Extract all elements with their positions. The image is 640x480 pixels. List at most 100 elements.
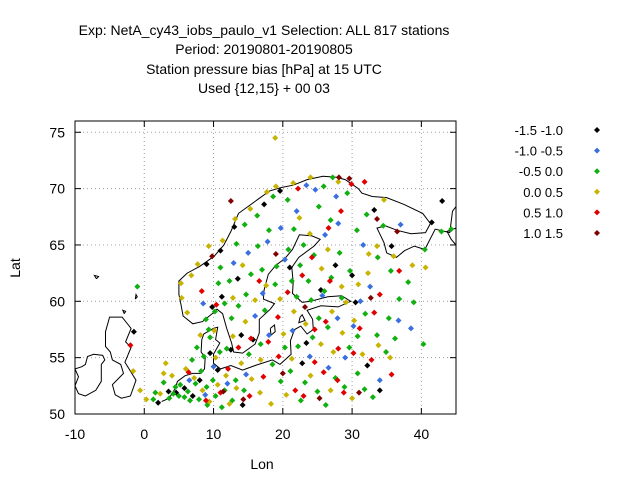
station-point bbox=[329, 308, 336, 315]
station-point bbox=[286, 264, 293, 271]
station-point bbox=[247, 205, 254, 212]
coastline bbox=[121, 309, 127, 314]
station-point bbox=[350, 323, 357, 330]
coastline bbox=[298, 313, 306, 324]
station-point bbox=[352, 299, 359, 306]
station-point bbox=[374, 243, 381, 250]
station-point bbox=[315, 203, 322, 210]
title-line-4: Used {12,15} + 00 03 bbox=[198, 80, 330, 96]
station-point bbox=[160, 379, 167, 386]
station-point bbox=[165, 388, 172, 395]
station-point bbox=[227, 346, 234, 353]
station-point bbox=[234, 275, 241, 282]
station-point bbox=[225, 365, 232, 372]
title-line-1: Exp: NetA_cy43_iobs_paulo_v1 Selection: … bbox=[79, 22, 450, 38]
station-point bbox=[290, 308, 297, 315]
station-point bbox=[238, 332, 245, 339]
station-point bbox=[311, 326, 318, 333]
station-point bbox=[407, 325, 414, 332]
station-point bbox=[355, 281, 362, 288]
station-point bbox=[349, 272, 356, 279]
station-point bbox=[299, 360, 306, 367]
station-point bbox=[209, 377, 216, 384]
station-point bbox=[248, 376, 255, 383]
station-point bbox=[226, 400, 233, 407]
coastline bbox=[134, 292, 138, 300]
station-point bbox=[207, 334, 214, 341]
station-point bbox=[284, 289, 291, 296]
station-point bbox=[309, 334, 316, 341]
station-point bbox=[182, 365, 189, 372]
station-point bbox=[344, 190, 351, 197]
station-point bbox=[295, 185, 302, 192]
station-point bbox=[218, 293, 225, 300]
station-point bbox=[277, 378, 284, 385]
station-point bbox=[260, 373, 267, 380]
station-point bbox=[209, 253, 216, 260]
station-point bbox=[338, 294, 345, 301]
station-point bbox=[245, 351, 252, 358]
station-point bbox=[428, 219, 435, 226]
station-point bbox=[439, 198, 446, 205]
station-point bbox=[336, 249, 343, 256]
station-point bbox=[233, 385, 240, 392]
station-point bbox=[277, 296, 284, 303]
station-point bbox=[212, 392, 219, 399]
station-point bbox=[322, 318, 329, 325]
station-point bbox=[213, 301, 220, 308]
station-point bbox=[292, 387, 299, 394]
station-point bbox=[290, 226, 297, 233]
station-point bbox=[215, 280, 222, 287]
station-point bbox=[346, 175, 353, 182]
station-point bbox=[155, 399, 162, 406]
station-point bbox=[272, 281, 279, 288]
legend-label: -0.5 0.0 bbox=[519, 164, 563, 179]
station-point bbox=[202, 397, 209, 404]
station-point bbox=[268, 400, 275, 407]
station-point bbox=[388, 371, 395, 378]
station-point bbox=[270, 193, 277, 200]
station-point bbox=[390, 253, 397, 260]
station-point bbox=[245, 249, 252, 256]
station-point bbox=[263, 188, 270, 195]
x-axis-label: Lon bbox=[250, 456, 273, 472]
station-point bbox=[371, 207, 378, 214]
station-point bbox=[269, 361, 276, 368]
axis-ticks: -10 0 10 20 30 40 50 55 60 65 70 75 bbox=[49, 121, 456, 442]
station-point bbox=[303, 340, 310, 347]
station-point bbox=[203, 261, 210, 268]
station-point bbox=[272, 250, 279, 257]
station-point bbox=[211, 308, 218, 315]
station-point bbox=[387, 267, 394, 274]
station-point bbox=[281, 344, 288, 351]
station-point bbox=[396, 296, 403, 303]
x-tick-label: 10 bbox=[206, 426, 222, 442]
station-point bbox=[300, 241, 307, 248]
station-point bbox=[198, 288, 205, 295]
station-point bbox=[235, 302, 242, 309]
station-point bbox=[362, 310, 369, 317]
station-point bbox=[243, 371, 250, 378]
station-point bbox=[341, 383, 348, 390]
station-point bbox=[157, 390, 164, 397]
station-point bbox=[202, 391, 209, 398]
station-point bbox=[380, 222, 387, 229]
station-point bbox=[200, 300, 207, 307]
station-point bbox=[335, 220, 342, 227]
station-point bbox=[330, 349, 337, 356]
station-point bbox=[226, 278, 233, 285]
station-point bbox=[295, 343, 302, 350]
station-point bbox=[321, 288, 328, 295]
title-line-2: Period: 20190801-20190805 bbox=[175, 41, 353, 57]
station-point bbox=[333, 193, 340, 200]
station-point bbox=[186, 397, 193, 404]
station-point bbox=[369, 394, 376, 401]
station-point bbox=[327, 387, 334, 394]
station-point bbox=[168, 372, 175, 379]
coastline bbox=[93, 274, 100, 280]
station-point bbox=[354, 333, 361, 340]
station-point bbox=[172, 383, 179, 390]
station-point bbox=[191, 374, 198, 381]
station-point bbox=[283, 391, 290, 398]
station-point bbox=[189, 356, 196, 363]
